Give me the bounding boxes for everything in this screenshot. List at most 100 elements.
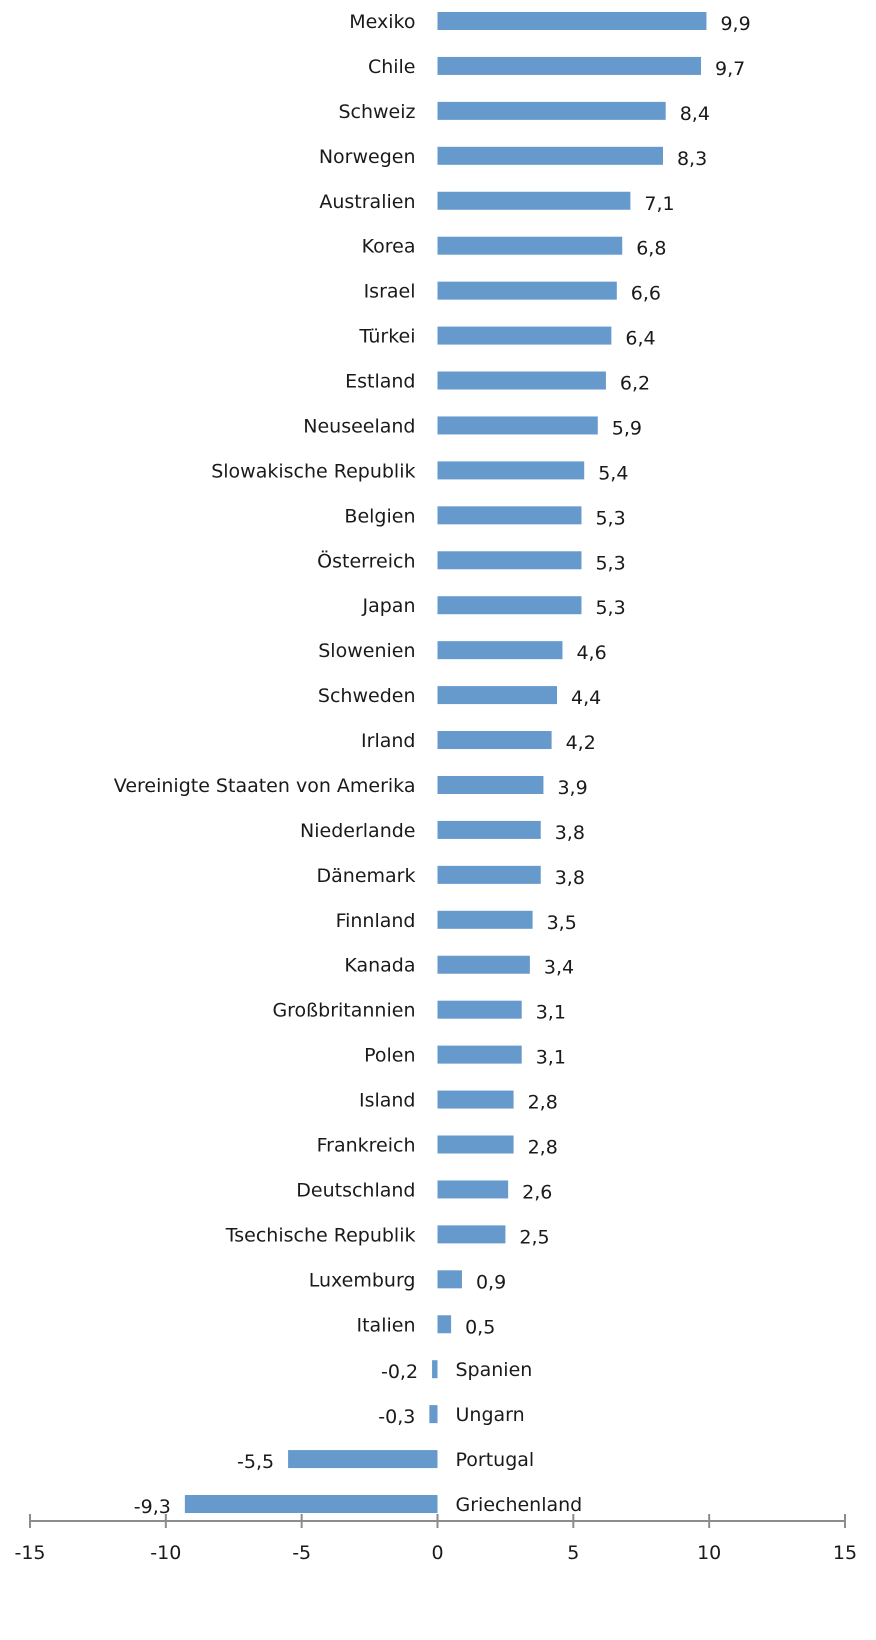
value-label: 3,1 <box>536 1002 566 1024</box>
value-label: -0,2 <box>381 1361 418 1383</box>
bar-27 <box>437 1225 506 1244</box>
value-label: 5,3 <box>595 507 625 529</box>
value-label: -0,3 <box>378 1406 415 1428</box>
value-label: 2,8 <box>528 1092 558 1114</box>
value-label: 0,5 <box>465 1316 495 1338</box>
bar-8 <box>437 371 606 390</box>
bar-13 <box>437 596 582 615</box>
value-label: 5,4 <box>598 462 628 484</box>
x-tick-label: 5 <box>567 1542 579 1564</box>
value-label: 9,7 <box>715 58 745 80</box>
category-label: Luxemburg <box>309 1269 416 1291</box>
category-label: Finnland <box>336 910 416 932</box>
category-label: Großbritannien <box>272 1000 415 1022</box>
x-tick-label: 0 <box>431 1542 443 1564</box>
bar-11 <box>437 506 582 525</box>
value-label: 4,4 <box>571 687 601 709</box>
bar-0 <box>437 12 707 30</box>
bar-3 <box>437 146 663 165</box>
category-label: Chile <box>368 56 416 78</box>
bar-29 <box>437 1315 452 1334</box>
category-label: Tsechische Republik <box>225 1224 416 1246</box>
value-label: 0,9 <box>476 1271 506 1293</box>
bar-9 <box>437 416 598 435</box>
category-label: Schweiz <box>338 101 415 123</box>
category-label: Österreich <box>317 549 415 572</box>
bar-25 <box>437 1135 514 1154</box>
bar-19 <box>437 865 541 884</box>
bar-2 <box>437 101 666 120</box>
value-label: -9,3 <box>134 1496 171 1518</box>
category-label: Island <box>359 1090 416 1112</box>
bar-20 <box>437 910 533 929</box>
category-label: Portugal <box>456 1449 535 1471</box>
bar-15 <box>437 686 558 705</box>
bar-7 <box>437 326 612 345</box>
bar-5 <box>437 236 623 255</box>
category-label: Israel <box>364 281 416 303</box>
bar-10 <box>437 461 585 480</box>
category-label: Polen <box>364 1045 415 1067</box>
value-label: 3,8 <box>555 822 585 844</box>
x-tick-label: 15 <box>833 1542 857 1564</box>
category-label: Italien <box>357 1314 416 1336</box>
category-label: Niederlande <box>300 820 415 842</box>
bar-18 <box>437 820 541 839</box>
bar-31 <box>429 1405 438 1424</box>
value-label: 6,2 <box>620 373 650 395</box>
category-label: Irland <box>361 730 415 752</box>
value-label: 5,3 <box>595 552 625 574</box>
category-label: Slowenien <box>318 640 415 662</box>
bar-33 <box>184 1495 438 1514</box>
category-label: Australien <box>319 191 415 213</box>
category-label: Norwegen <box>319 146 416 168</box>
category-label: Spanien <box>456 1359 533 1381</box>
category-label: Vereinigte Staaten von Amerika <box>114 775 416 797</box>
category-label: Slowakische Republik <box>211 460 415 482</box>
category-label: Neuseeland <box>303 415 415 437</box>
category-label: Dänemark <box>317 865 416 887</box>
value-label: 8,4 <box>680 103 710 125</box>
value-label: 4,2 <box>566 732 596 754</box>
category-label: Japan <box>362 595 416 617</box>
bar-16 <box>437 731 552 750</box>
value-label: 2,5 <box>519 1226 549 1248</box>
value-label: 5,3 <box>595 597 625 619</box>
x-tick-label: -15 <box>14 1542 45 1564</box>
bar-32 <box>288 1450 438 1469</box>
x-tick-label: 10 <box>697 1542 721 1564</box>
value-label: 2,6 <box>522 1181 552 1203</box>
category-label: Griechenland <box>456 1494 583 1516</box>
value-label: 3,9 <box>557 777 587 799</box>
bar-17 <box>437 775 544 794</box>
value-label: 7,1 <box>644 193 674 215</box>
value-label: 6,4 <box>625 328 655 350</box>
category-label: Deutschland <box>296 1179 415 1201</box>
value-label: 3,8 <box>555 867 585 889</box>
bar-30 <box>432 1360 438 1379</box>
value-label: 3,5 <box>547 912 577 934</box>
value-label: 5,9 <box>612 417 642 439</box>
value-label: -5,5 <box>237 1451 274 1473</box>
bar-21 <box>437 955 530 974</box>
category-label: Schweden <box>318 685 416 707</box>
bar-24 <box>437 1090 514 1109</box>
value-label: 4,6 <box>576 642 606 664</box>
category-label: Estland <box>345 371 415 393</box>
value-label: 3,1 <box>536 1047 566 1069</box>
bar-6 <box>437 281 617 300</box>
x-tick-label: -5 <box>292 1542 311 1564</box>
bar-22 <box>437 1000 522 1019</box>
x-tick-label: -10 <box>150 1542 181 1564</box>
value-label: 9,9 <box>720 13 750 35</box>
category-label: Korea <box>362 236 416 258</box>
category-label: Frankreich <box>317 1135 416 1157</box>
bar-14 <box>437 641 563 660</box>
bar-26 <box>437 1180 509 1199</box>
category-label: Kanada <box>344 955 415 977</box>
value-label: 2,8 <box>528 1137 558 1159</box>
value-label: 6,6 <box>631 283 661 305</box>
bar-23 <box>437 1045 522 1064</box>
category-label: Belgien <box>344 505 415 527</box>
